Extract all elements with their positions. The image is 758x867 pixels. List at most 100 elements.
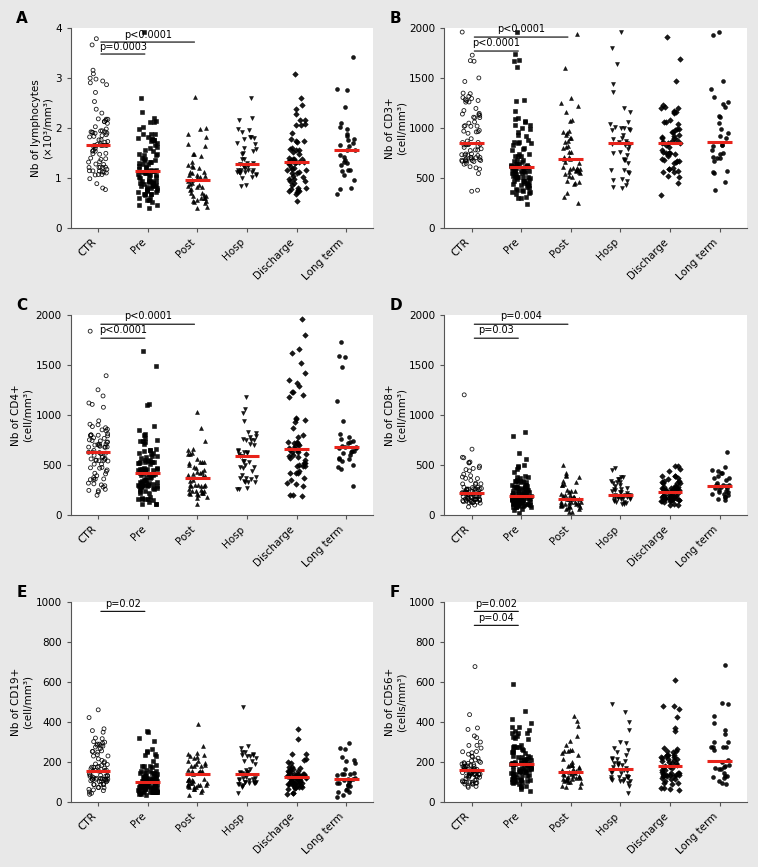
Point <box>655 781 667 795</box>
Point <box>184 447 196 460</box>
Y-axis label: Nb of lymphocytes
(×10³/mm³): Nb of lymphocytes (×10³/mm³) <box>31 79 52 177</box>
Point <box>287 141 299 155</box>
Point <box>722 735 735 749</box>
Point <box>509 112 522 126</box>
Point <box>658 781 670 795</box>
Point <box>151 784 163 798</box>
Point <box>149 133 161 147</box>
Point <box>462 127 474 140</box>
Point <box>283 766 295 779</box>
Point <box>193 754 205 768</box>
Point <box>142 478 154 492</box>
Point <box>565 114 578 127</box>
Point <box>509 474 522 488</box>
Point <box>293 438 305 452</box>
Point <box>296 153 308 166</box>
Point <box>620 761 632 775</box>
Point <box>573 761 585 775</box>
Point <box>509 767 522 781</box>
Text: C: C <box>16 298 27 313</box>
Point <box>134 455 146 469</box>
Point <box>86 745 99 759</box>
Point <box>466 49 478 62</box>
Point <box>139 777 151 791</box>
Point <box>466 749 478 763</box>
Point <box>139 431 151 445</box>
Point <box>133 191 146 205</box>
Point <box>558 768 570 782</box>
Point <box>475 142 487 156</box>
Point <box>190 780 202 794</box>
Point <box>523 186 535 199</box>
Point <box>86 745 99 759</box>
Point <box>195 420 207 434</box>
Point <box>514 490 526 504</box>
Point <box>609 479 621 493</box>
Point <box>296 312 309 326</box>
Point <box>610 474 622 488</box>
Point <box>146 133 158 147</box>
Point <box>141 778 153 792</box>
Point <box>555 496 567 510</box>
Point <box>143 193 155 207</box>
Point <box>606 753 618 766</box>
Point <box>236 147 249 161</box>
Point <box>605 474 617 488</box>
Point <box>331 187 343 201</box>
Point <box>135 452 147 466</box>
Point <box>290 478 302 492</box>
Point <box>250 168 262 182</box>
Point <box>287 385 299 399</box>
Point <box>512 496 524 510</box>
Point <box>297 388 309 401</box>
Point <box>139 455 151 469</box>
Point <box>460 156 472 170</box>
Point <box>149 174 161 188</box>
Point <box>96 759 108 772</box>
Point <box>296 490 309 504</box>
Point <box>719 460 731 474</box>
Point <box>283 760 295 774</box>
Point <box>238 132 250 146</box>
Point <box>88 760 100 774</box>
Point <box>667 161 679 175</box>
Point <box>516 153 528 166</box>
Point <box>294 773 306 787</box>
Point <box>96 457 108 471</box>
Point <box>606 464 619 478</box>
Point <box>559 488 571 502</box>
Point <box>513 499 525 512</box>
Point <box>513 447 525 460</box>
Point <box>96 736 108 750</box>
Point <box>468 111 481 125</box>
Point <box>515 764 527 778</box>
Point <box>465 151 477 165</box>
Point <box>188 782 200 796</box>
Point <box>296 355 308 369</box>
Point <box>292 778 304 792</box>
Point <box>463 464 475 478</box>
Point <box>137 786 149 799</box>
Point <box>89 127 101 140</box>
Point <box>507 677 519 691</box>
Point <box>143 725 155 739</box>
Point <box>102 116 114 130</box>
Point <box>139 781 152 795</box>
Point <box>135 787 147 801</box>
Point <box>96 732 108 746</box>
Point <box>83 782 95 796</box>
Point <box>657 699 669 713</box>
Point <box>99 447 111 460</box>
Point <box>96 181 108 195</box>
Point <box>711 151 723 165</box>
Point <box>609 120 621 134</box>
Point <box>668 497 680 511</box>
Point <box>137 466 149 480</box>
Point <box>236 745 249 759</box>
Point <box>284 488 296 502</box>
Point <box>88 431 100 445</box>
Text: p=0.04: p=0.04 <box>478 613 514 623</box>
Point <box>149 127 161 140</box>
Point <box>99 467 111 481</box>
Point <box>472 483 484 497</box>
